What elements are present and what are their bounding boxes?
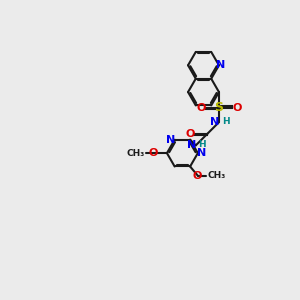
Text: N: N: [166, 135, 175, 145]
Text: O: O: [232, 103, 242, 112]
Text: N: N: [216, 60, 226, 70]
Text: H: H: [199, 140, 206, 149]
Text: O: O: [196, 103, 206, 112]
Text: N: N: [197, 148, 207, 158]
Text: S: S: [214, 101, 224, 114]
Text: H: H: [222, 116, 229, 125]
Text: N: N: [187, 140, 196, 150]
Text: O: O: [185, 129, 194, 139]
Text: N: N: [211, 117, 220, 127]
Text: CH₃: CH₃: [207, 171, 225, 180]
Text: CH₃: CH₃: [126, 148, 145, 158]
Text: O: O: [148, 148, 158, 158]
Text: O: O: [193, 171, 202, 181]
